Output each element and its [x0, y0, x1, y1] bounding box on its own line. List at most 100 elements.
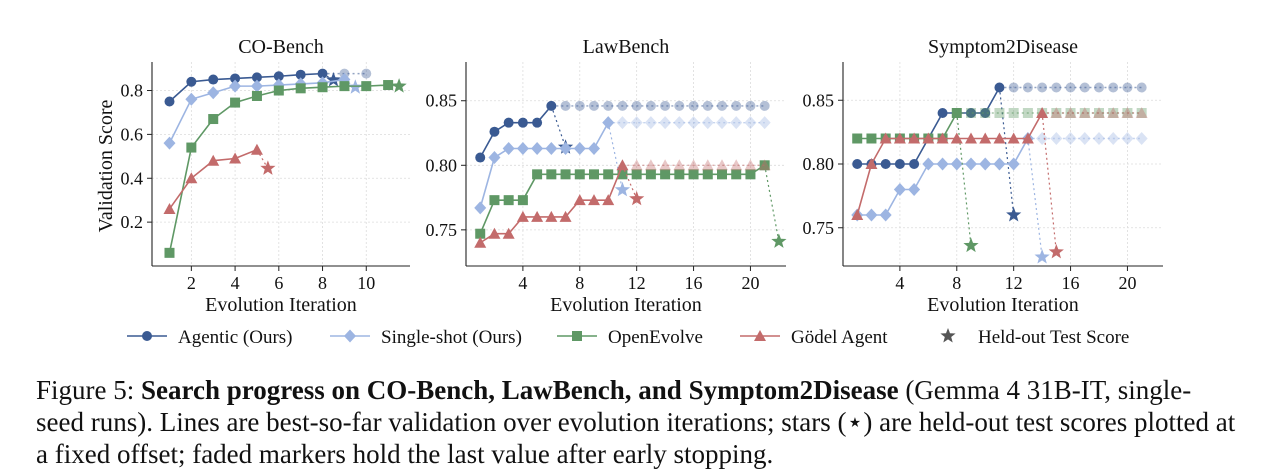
- legend-label: Agentic (Ours): [178, 327, 293, 348]
- test-connector: [550, 105, 567, 148]
- figure-panels: 2 4 6 8 10 0.2 0.4 0.6 0.8 CO-Bench Evolution Iter…: [95, 36, 1163, 348]
- data-point: [1007, 157, 1020, 171]
- test-connector: [956, 112, 972, 246]
- data-point: [660, 169, 671, 180]
- y-tick-label: 0.80: [803, 154, 835, 174]
- data-point: [208, 74, 219, 85]
- x-tick-label: 8: [318, 273, 327, 293]
- series-2: [474, 116, 771, 215]
- x-tick-label: 8: [952, 273, 961, 293]
- data-point: [936, 157, 949, 171]
- held-marker: [1008, 108, 1019, 118]
- held-marker: [744, 116, 757, 130]
- data-point: [185, 92, 198, 106]
- x-axis-label: Evolution Iteration: [205, 294, 357, 316]
- x-tick-label: 16: [685, 273, 703, 293]
- legend-item-5: Held-out Test Score: [940, 327, 1129, 348]
- held-marker: [980, 108, 991, 118]
- x-tick-label: 8: [575, 273, 584, 293]
- held-marker: [659, 159, 672, 171]
- held-marker: [644, 159, 657, 171]
- data-point: [880, 159, 891, 169]
- data-point: [966, 108, 976, 118]
- data-point: [559, 210, 572, 222]
- data-point: [745, 169, 756, 180]
- data-point: [851, 209, 864, 220]
- data-point: [731, 169, 742, 180]
- held-marker: [688, 100, 699, 111]
- held-marker: [1078, 107, 1091, 118]
- data-point: [936, 132, 949, 144]
- data-point: [879, 132, 892, 144]
- legend-label: Held-out Test Score: [978, 327, 1129, 348]
- data-point: [295, 69, 306, 80]
- chart-title: LawBench: [583, 36, 670, 58]
- test-star: [614, 181, 631, 197]
- held-marker: [1065, 82, 1076, 93]
- series-3: [475, 160, 787, 248]
- data-point: [503, 117, 514, 128]
- data-point: [588, 142, 600, 156]
- held-marker: [731, 100, 742, 111]
- held-marker: [617, 100, 628, 111]
- data-point: [517, 195, 528, 206]
- data-point: [852, 133, 863, 144]
- test-connector: [998, 87, 1015, 216]
- held-marker: [673, 159, 686, 171]
- data-point: [516, 210, 529, 222]
- held-marker: [644, 116, 657, 130]
- data-point: [516, 142, 529, 156]
- x-tick-label: 4: [518, 273, 527, 293]
- data-point: [186, 142, 197, 153]
- held-marker: [1022, 108, 1033, 118]
- data-point: [185, 172, 198, 184]
- data-point: [164, 247, 175, 258]
- x-tick-label: 12: [628, 273, 646, 293]
- legend-star: [940, 328, 956, 343]
- data-point: [546, 169, 557, 180]
- data-point: [532, 117, 543, 128]
- data-point: [339, 81, 350, 92]
- held-marker: [660, 100, 671, 111]
- data-point: [361, 81, 372, 92]
- data-point: [186, 76, 197, 87]
- data-point: [207, 86, 220, 100]
- held-marker: [1121, 132, 1134, 145]
- y-tick-label: 0.85: [803, 90, 835, 110]
- data-point: [909, 159, 920, 169]
- held-marker: [717, 100, 727, 111]
- held-marker: [1136, 108, 1147, 118]
- legend-item-1: Agentic (Ours): [127, 327, 293, 348]
- test-connector: [1041, 112, 1057, 253]
- test-star: [771, 233, 787, 248]
- data-point: [488, 151, 501, 165]
- test-star: [325, 72, 342, 87]
- series-1: [475, 100, 770, 163]
- data-point: [560, 169, 571, 180]
- data-point: [559, 142, 572, 156]
- held-marker: [1064, 107, 1077, 118]
- chart-title: Symptom2Disease: [928, 36, 1078, 58]
- x-tick-label: 6: [274, 273, 283, 293]
- test-star: [1034, 249, 1050, 264]
- y-tick-label: 0.6: [121, 124, 144, 144]
- data-point: [588, 194, 600, 206]
- data-point: [688, 169, 699, 180]
- data-point: [164, 96, 175, 107]
- data-point: [965, 132, 977, 144]
- held-marker: [1135, 107, 1148, 118]
- data-point: [759, 160, 770, 171]
- held-marker: [701, 116, 714, 130]
- series-line: [479, 122, 609, 209]
- test-star: [1048, 244, 1064, 259]
- data-point: [573, 194, 586, 206]
- data-point: [317, 82, 328, 93]
- series-4: [851, 107, 1148, 259]
- data-point: [230, 73, 241, 84]
- held-marker: [1036, 132, 1049, 145]
- series-1: [852, 82, 1147, 222]
- data-point: [545, 142, 558, 156]
- data-point: [602, 116, 615, 130]
- series-3: [852, 108, 1147, 253]
- data-point: [163, 136, 176, 150]
